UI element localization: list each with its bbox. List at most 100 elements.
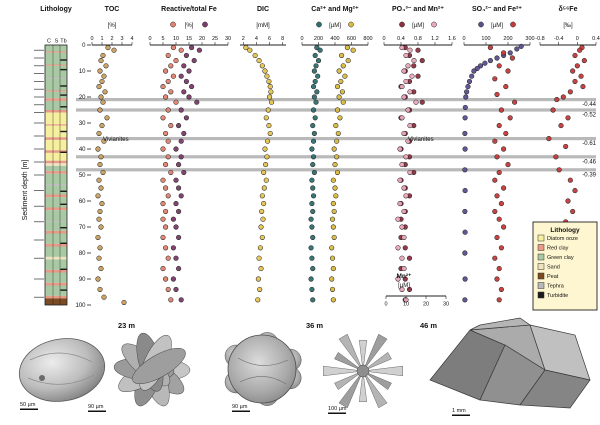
panel-unit: [%] <box>185 23 194 29</box>
panel-title: δ⁵⁶Fe <box>559 6 578 13</box>
lithology-segment <box>45 91 67 99</box>
mn-tick-label: 20 <box>423 302 429 308</box>
data-point <box>176 266 182 272</box>
sem-image-nodule <box>18 338 106 402</box>
lithology-column-title: Lithology <box>40 6 72 13</box>
lithology-segment <box>45 298 67 305</box>
data-point <box>268 99 275 105</box>
data-point <box>160 146 166 152</box>
turbidite-mark <box>60 268 67 270</box>
data-point <box>181 130 187 136</box>
data-point <box>308 276 314 282</box>
axis-tick-label: 6 <box>268 36 271 42</box>
data-point <box>580 84 586 90</box>
turbidite-mark <box>60 59 67 61</box>
data-point <box>99 78 105 84</box>
legend-item-label: Turbidite <box>547 293 568 299</box>
depth-tick-label: 80 <box>79 251 86 257</box>
vivianite-band <box>76 98 596 102</box>
data-point <box>332 185 338 191</box>
data-point <box>413 99 419 105</box>
sem-image-aggregate <box>224 332 302 406</box>
data-point <box>403 193 409 199</box>
data-point <box>337 115 343 121</box>
data-point <box>462 104 468 110</box>
data-point <box>176 162 182 168</box>
depth-axis: 0 10 20 30 40 50 60 70 80 90 100 <box>75 43 91 309</box>
data-point <box>503 84 509 90</box>
data-point <box>310 154 317 160</box>
data-point <box>399 115 405 121</box>
data-point <box>331 234 337 240</box>
data-point <box>330 224 336 230</box>
lithology-segment <box>45 295 67 299</box>
data-point <box>256 58 262 64</box>
turbidite-mark <box>60 94 67 96</box>
data-point <box>401 68 407 74</box>
data-point <box>558 123 564 129</box>
lithology-segment <box>45 125 67 138</box>
axis-tick-label: -0.4 <box>554 36 563 42</box>
data-point <box>183 115 189 121</box>
data-point <box>196 47 202 53</box>
data-point <box>411 58 417 64</box>
data-point <box>315 58 322 64</box>
mn-inset-title: Mn²⁺ <box>397 273 413 280</box>
data-point <box>96 177 102 183</box>
lithology-segment <box>45 282 67 286</box>
axis-tick-label: 100 <box>481 36 490 42</box>
data-point <box>462 297 468 303</box>
data-point <box>330 201 336 207</box>
lithology-column: C S Tb <box>34 39 68 306</box>
axis-tick-label: 20 <box>199 36 205 42</box>
series-DIC <box>243 45 275 303</box>
axis-tick-label: 2 <box>110 36 113 42</box>
data-point <box>310 208 316 214</box>
data-point <box>492 76 498 82</box>
depth-tick-label: 70 <box>79 225 86 231</box>
data-point <box>168 297 174 303</box>
axis-tick-label: 10 <box>173 36 179 42</box>
vivianites-label-mid: Vivianites <box>408 137 434 143</box>
data-point <box>496 169 502 175</box>
data-point <box>482 60 488 66</box>
data-point <box>496 123 502 129</box>
data-point <box>494 55 500 61</box>
data-point <box>399 286 405 292</box>
data-point <box>546 136 552 142</box>
data-point <box>406 255 413 261</box>
data-point <box>312 52 318 58</box>
axis-tick-label: 300 <box>525 36 534 42</box>
data-point <box>105 45 111 51</box>
mn-tick-label: 30 <box>443 302 449 308</box>
turbidite-mark <box>60 85 67 87</box>
lithology-segment <box>45 152 67 161</box>
lithology-segment <box>45 124 67 126</box>
legend-swatch <box>537 234 545 242</box>
legend-dot <box>202 21 208 28</box>
lithology-segment <box>45 197 67 208</box>
data-point <box>399 84 405 90</box>
axis-tick-label: 600 <box>347 36 356 42</box>
legend-swatch <box>537 263 545 270</box>
data-point <box>334 84 341 90</box>
data-point <box>333 123 339 129</box>
data-point <box>163 224 169 230</box>
data-point <box>160 266 166 272</box>
legend-dot <box>478 21 484 28</box>
data-point <box>332 162 338 168</box>
lithology-segment <box>45 272 67 283</box>
lithology-subcolumn-header: Tb <box>60 39 66 45</box>
vivianite-band <box>76 137 596 141</box>
turbidite-mark <box>60 190 67 192</box>
data-point <box>173 177 179 183</box>
data-point <box>168 123 174 129</box>
panel-1: 0 1 2 3 4 TOC [%] <box>90 6 134 305</box>
data-point <box>101 138 107 144</box>
panel-unit: [µM] <box>412 23 424 29</box>
data-point <box>97 162 103 168</box>
panel-unit: [µM] <box>329 23 341 29</box>
data-point <box>553 154 559 160</box>
vivianites-label-left: Vivianites <box>103 137 129 143</box>
data-point <box>311 169 317 175</box>
